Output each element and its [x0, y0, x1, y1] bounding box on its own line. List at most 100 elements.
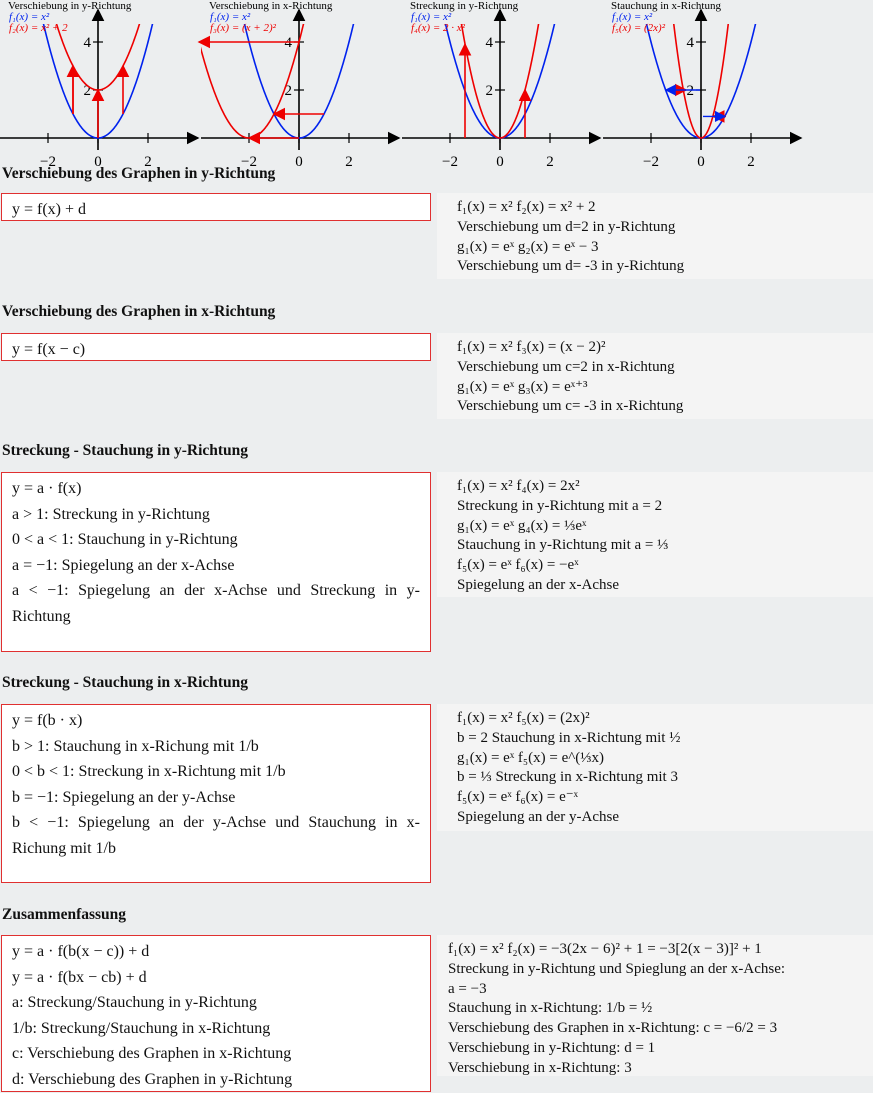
legend-entry: f₂(x) = x² + 2 [9, 22, 68, 34]
section-title: Zusammenfassung [2, 906, 127, 923]
formula-box: y = f(x − c) [1, 333, 431, 361]
plot-title: Streckung in y-Richtung [410, 0, 519, 12]
example-line: Stauchung in x-Richtung: 1/b = ½ [448, 1000, 653, 1017]
section-title: Verschiebung des Graphen in x-Richtung [2, 303, 276, 320]
section-title: Streckung - Stauchung in x-Richtung [2, 674, 249, 691]
legend-entry: f₃(x) = (x + 2)² [210, 22, 277, 34]
plot-title: Stauchung in x-Richtung [611, 0, 721, 12]
x-tick-label: 0 [697, 154, 705, 170]
red-curve [672, 24, 730, 139]
example-line: a = −3 [448, 980, 487, 997]
example-line: Spiegelung an der x-Achse [457, 576, 620, 593]
formula-line: 0 < b < 1: Streckung in x-Richtung mit 1… [12, 763, 286, 781]
formula-line: y = f(x) + d [12, 201, 87, 218]
legend-entry: f₁(x) = x² [9, 11, 50, 23]
formula-box: y = a · f(x) a > 1: Streckung in y-Richtu… [1, 472, 431, 652]
formula-box: y = f(b · x) b > 1: Stauchung in x-Richun… [1, 704, 431, 883]
red-curve [460, 24, 540, 139]
example-line: Spiegelung an der y-Achse [457, 808, 620, 825]
x-tick-label: 0 [496, 154, 504, 170]
formula-box: y = f(x) + d [1, 193, 431, 221]
example-line: f₁(x) = x² f₂(x) = x² + 2 [457, 199, 596, 215]
formula-line: 1/b: Streckung/Stauchung in x-Richtung [12, 1019, 271, 1037]
section-title: Streckung - Stauchung in y-Richtung [2, 442, 249, 459]
formula-line: b = −1: Spiegelung an der y-Achse [12, 788, 236, 806]
formula-line: c: Verschiebung des Graphen in x-Richtun… [12, 1045, 292, 1063]
y-tick-label: 4 [285, 35, 293, 51]
legend-entry: f₁(x) = x² [411, 11, 452, 23]
example-line: Verschiebung des Graphen in x-Richtung: … [448, 1020, 778, 1037]
example-line: b = 2 Stauchung in x-Richtung mit ½ [457, 729, 681, 746]
x-tick-label: −2 [643, 154, 659, 170]
y-tick-label: 4 [486, 35, 494, 51]
formula-line: a > 1: Streckung in y-Richtung [12, 505, 210, 523]
x-tick-label: 0 [295, 154, 303, 170]
example-line: Streckung in y-Richtung mit a = 2 [457, 497, 663, 514]
formula-line: 0 < a < 1: Stauchung in y-Richtung [12, 531, 238, 549]
example-line: g₁(x) = eˣ g₂(x) = eˣ − 3 [457, 238, 599, 255]
y-tick-label: 4 [84, 35, 92, 51]
example-line: Verschiebung in x-Richtung: 3 [448, 1059, 632, 1076]
example-line: g₁(x) = eˣ f₅(x) = e^(⅓x) [457, 749, 605, 766]
formula-line: b > 1: Stauchung in x-Richung mit 1/b [12, 737, 259, 755]
formula-line: y = a · f(b(x − c)) + d [12, 943, 150, 960]
example-line: f₁(x) = x² f₅(x) = (2x)² [457, 710, 590, 726]
example-line: Verschiebung um d=2 in y-Richtung [457, 218, 676, 235]
formula-line: y = f(b · x) [12, 712, 83, 729]
formula-line: y = f(x − c) [12, 341, 86, 358]
formula-line: a = −1: Spiegelung an der x-Achse [12, 556, 235, 574]
formula-line: a < −1: Spiegelung an der x-Achse und St… [12, 582, 420, 625]
plot-title: Verschiebung in x-Richtung [209, 0, 333, 12]
formula-line: d: Verschiebung des Graphen in y-Richtun… [12, 1070, 293, 1088]
example-line: f₁(x) = x² f₂(x) = −3(2x − 6)² + 1 = −3[… [448, 941, 762, 957]
example-line: f₁(x) = x² f₃(x) = (x − 2)² [457, 339, 606, 355]
example-panel: f₁(x) = x² f₂(x) = x² + 2 Verschiebung um… [437, 193, 873, 279]
example-line: b = ⅓ Streckung in x-Richtung mit 3 [457, 769, 678, 786]
example-line: Verschiebung um c= -3 in x-Richtung [457, 398, 684, 415]
example-panel: f₁(x) = x² f₅(x) = (2x)² b = 2 Stauchung … [437, 704, 873, 831]
section-title: Verschiebung des Graphen in y-Richtung [2, 165, 276, 182]
example-line: Stauchung in y-Richtung mit a = ⅓ [457, 537, 669, 554]
y-tick-label: 2 [486, 83, 494, 99]
example-panel: f₁(x) = x² f₂(x) = −3(2x − 6)² + 1 = −3[… [437, 935, 873, 1076]
x-tick-label: −2 [442, 154, 458, 170]
example-line: Verschiebung um d= -3 in y-Richtung [457, 258, 685, 275]
example-line: f₅(x) = eˣ f₆(x) = −eˣ [457, 557, 579, 574]
x-tick-label: 2 [144, 154, 152, 170]
legend-entry: f₄(x) = 2 · x² [411, 22, 466, 34]
example-line: Verschiebung um c=2 in x-Richtung [457, 358, 675, 375]
formula-line: b < −1: Spiegelung an der y-Achse und St… [12, 814, 420, 857]
y-tick-label: 2 [285, 83, 293, 99]
example-line: g₁(x) = eˣ g₃(x) = eˣ⁺³ [457, 378, 588, 395]
legend-entry: f₅(x) = (2x)² [612, 22, 666, 34]
legend-entry: f₁(x) = x² [612, 11, 653, 23]
x-tick-label: 2 [747, 154, 755, 170]
y-tick-label: 2 [687, 83, 695, 99]
example-line: f₅(x) = eˣ f₆(x) = e⁻ˣ [457, 789, 579, 806]
formula-line: a: Streckung/Stauchung in y-Richtung [12, 994, 257, 1012]
example-line: Verschiebung in y-Richtung: d = 1 [448, 1039, 656, 1056]
example-line: g₁(x) = eˣ g₄(x) = ⅓eˣ [457, 517, 587, 534]
y-tick-label: 2 [84, 83, 92, 99]
example-panel: f₁(x) = x² f₄(x) = 2x² Streckung in y-Ric… [437, 472, 873, 597]
x-tick-label: −2 [40, 154, 56, 170]
x-tick-label: 2 [546, 154, 554, 170]
example-panel: f₁(x) = x² f₃(x) = (x − 2)² Verschiebung … [437, 333, 873, 419]
formula-line: y = a · f(x) [12, 480, 82, 497]
plot-title: Verschiebung in y-Richtung [8, 0, 132, 12]
formula-line: y = a · f(bx − cb) + d [12, 968, 147, 986]
x-tick-label: 0 [94, 154, 102, 170]
y-tick-label: 4 [687, 35, 695, 51]
x-tick-label: −2 [241, 154, 257, 170]
example-line: Streckung in y-Richtung und Spieglung an… [448, 960, 786, 977]
x-tick-label: 2 [345, 154, 353, 170]
formula-box: y = a · f(b(x − c)) + d y = a · f(bx − cb… [1, 935, 431, 1092]
example-line: f₁(x) = x² f₄(x) = 2x² [457, 478, 580, 494]
legend-entry: f₁(x) = x² [210, 11, 251, 23]
